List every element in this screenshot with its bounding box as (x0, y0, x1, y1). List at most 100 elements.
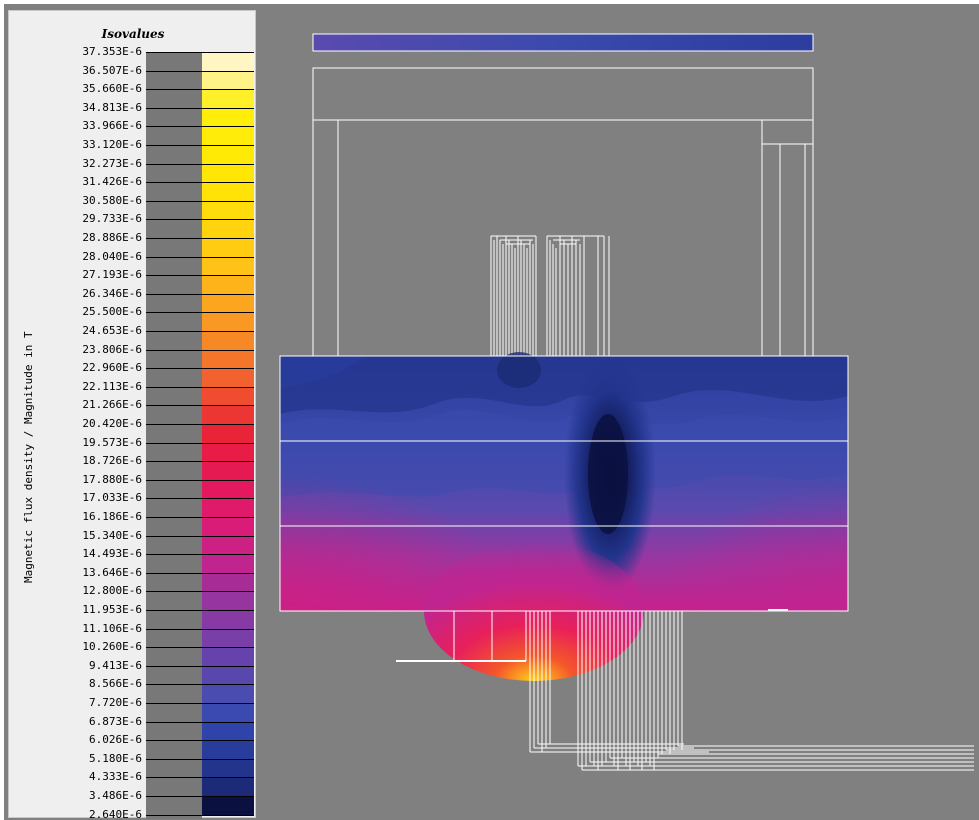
legend-gray-band (146, 70, 202, 90)
legend-level-label: 5.180E-6 (89, 751, 142, 765)
legend-gray-band (146, 293, 202, 313)
legend-gray-band (146, 628, 202, 648)
legend-color-swatch (202, 740, 254, 759)
legend-tick (146, 349, 254, 351)
legend-level-label: 33.966E-6 (82, 119, 142, 133)
legend-color-swatch (202, 703, 254, 722)
legend-level: 19.573E-6 (9, 436, 257, 462)
legend-tick (146, 331, 254, 332)
legend-gray-band (146, 758, 202, 778)
legend-gray-band (146, 368, 202, 387)
legend-color-swatch (202, 238, 254, 257)
legend-level-label: 8.566E-6 (89, 677, 142, 691)
legend-level-label: 6.026E-6 (89, 733, 142, 747)
legend-tick (146, 740, 254, 742)
legend-level-label: 37.353E-6 (82, 45, 142, 58)
legend-level: 37.353E-6 (9, 45, 257, 71)
legend-color-swatch (202, 107, 254, 127)
legend-tick (146, 796, 254, 797)
legend-level: 16.186E-6 (9, 510, 257, 536)
legend-gray-band (146, 275, 202, 294)
legend-color-swatch (202, 331, 254, 350)
legend-tick (146, 628, 254, 630)
legend-gray-band (146, 386, 202, 406)
legend-color-swatch (202, 424, 254, 443)
legend-gray-band (146, 665, 202, 685)
legend-level-label: 9.413E-6 (89, 658, 142, 672)
legend-level: 25.500E-6 (9, 305, 257, 331)
legend-color-swatch (202, 647, 254, 666)
legend-color-swatch (202, 461, 254, 480)
legend-level: 7.720E-6 (9, 696, 257, 722)
legend-tick (146, 442, 254, 444)
legend-title: Isovalues (101, 27, 165, 41)
legend-gray-band (146, 796, 202, 815)
legend-tick (146, 275, 254, 277)
legend-gray-band (146, 777, 202, 796)
legend-color-swatch (202, 442, 254, 462)
legend-color-swatch (202, 517, 254, 536)
legend-level-label: 36.507E-6 (82, 63, 142, 77)
legend-color-swatch (202, 535, 254, 555)
legend-level-label: 22.960E-6 (82, 361, 142, 375)
legend-tick (146, 517, 254, 518)
legend-color-swatch (202, 721, 254, 741)
legend-level: 21.266E-6 (9, 398, 257, 424)
legend-level-label: 22.113E-6 (82, 379, 142, 393)
legend-level-label: 13.646E-6 (82, 565, 142, 579)
legend-tick (146, 312, 254, 314)
legend-gray-band (146, 740, 202, 759)
legend-level: 22.113E-6 (9, 380, 257, 406)
legend-tick (146, 424, 254, 425)
legend-color-swatch (202, 182, 254, 201)
legend-tick (146, 238, 254, 239)
legend-level: 28.886E-6 (9, 231, 257, 257)
legend-level-label: 26.346E-6 (82, 286, 142, 300)
legend-tick (146, 405, 254, 407)
legend-gray-band (146, 107, 202, 127)
legend-gray-band (146, 684, 202, 703)
legend-tick (146, 219, 254, 221)
legend-tick (146, 52, 254, 53)
main-field-block (279, 352, 849, 681)
legend-level-label: 24.653E-6 (82, 324, 142, 337)
legend-level: 29.733E-6 (9, 212, 257, 238)
legend-tick (146, 163, 254, 165)
legend-tick (146, 145, 254, 146)
legend-tick (146, 293, 254, 295)
legend-gray-band (146, 498, 202, 517)
legend-color-swatch (202, 256, 254, 276)
legend-gray-band (146, 479, 202, 499)
legend-level-label: 17.033E-6 (82, 491, 142, 505)
legend-gray-band (146, 721, 202, 741)
legend-level: 11.106E-6 (9, 622, 257, 648)
legend-tick (146, 107, 254, 109)
legend-gray-band (146, 554, 202, 573)
legend-level: 28.040E-6 (9, 250, 257, 276)
legend-gray-band (146, 424, 202, 443)
legend-gray-band (146, 219, 202, 238)
isovalues-legend: Isovalues Magnetic flux density / Magnit… (8, 10, 257, 820)
legend-level: 2.640E-6 (9, 808, 257, 820)
legend-level: 17.033E-6 (9, 491, 257, 517)
viewport[interactable]: Isovalues Magnetic flux density / Magnit… (4, 4, 979, 820)
legend-level: 34.813E-6 (9, 101, 257, 127)
legend-level: 6.026E-6 (9, 733, 257, 759)
legend-level: 3.486E-6 (9, 789, 257, 815)
legend-tick (146, 182, 254, 184)
legend-level-label: 29.733E-6 (82, 212, 142, 226)
legend-level-label: 18.726E-6 (82, 454, 142, 468)
legend-level: 23.806E-6 (9, 343, 257, 369)
legend-level-label: 23.806E-6 (82, 342, 142, 356)
legend-level: 22.960E-6 (9, 361, 257, 387)
legend-level-label: 12.800E-6 (82, 584, 142, 598)
legend-tick (146, 647, 254, 649)
legend-level-label: 33.120E-6 (82, 138, 142, 151)
legend-level: 4.333E-6 (9, 770, 257, 796)
legend-tick (146, 814, 254, 816)
legend-tick (146, 479, 254, 481)
legend-level-label: 3.486E-6 (89, 789, 142, 802)
legend-tick (146, 572, 254, 574)
legend-color-swatch (202, 163, 254, 183)
legend-tick (146, 126, 254, 128)
